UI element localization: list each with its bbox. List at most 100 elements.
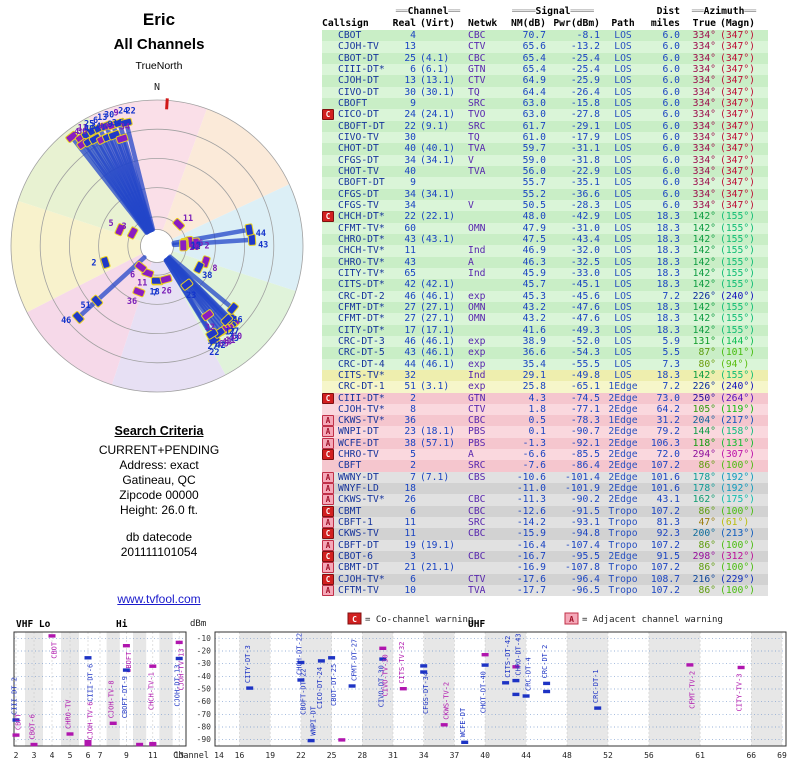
station-callsign: CITY-TV* [338,267,385,279]
network: CBC [468,505,486,517]
col-true: True [692,18,716,29]
station-flag [322,302,334,313]
radar-wedge [26,246,158,385]
dbm-tick: -20 [197,647,212,656]
azimuth-magnetic: (347°) [720,177,755,189]
station-flag [322,143,334,154]
signal-power: -25.4 [570,63,600,75]
distance-miles: 5.5 [662,347,681,359]
station-signal-marker [48,634,56,638]
signal-path: Tropo [608,585,638,597]
station-row: C CHRO-TV 5 A -6.6 -85.5 2Edge 72.0 294° (307°) [322,449,768,461]
network: A [468,256,474,268]
station-row: CIVO-DT 30 (30.1) TQ 64.4 -26.4 LOS 6.0 334° (347… [322,86,768,98]
dbm-tick: -90 [197,735,212,744]
distance-miles: 6.0 [662,165,681,177]
radar-channel-label: 13 [78,123,88,133]
station-flag: A [322,426,334,438]
channel-virtual: (46.1) [420,347,455,359]
channel-real: 8 [410,403,416,415]
station-flag [322,279,334,290]
tvfool-link[interactable]: www.tvfool.com [117,592,201,606]
station-chart-label: WNPI-DT [310,705,318,735]
channel-virtual [420,585,464,596]
signal-power: -90.2 [570,494,600,506]
station-signal-marker [175,640,183,645]
channel-real: 6 [410,63,416,75]
distance-miles: 101.6 [650,483,680,495]
station-row: CHCH-TV* 11 Ind 46.9 -32.0 LOS 18.3 142° (155°) [322,245,768,257]
radar-channel-label: 11 [225,336,235,346]
station-chart-label: CHOT-DT-40 [480,671,488,713]
distance-miles: 6.0 [662,131,681,143]
signal-path: LOS [614,222,632,234]
signal-path: LOS [614,279,632,291]
azimuth-true: 334° [692,63,716,75]
signal-nm: 0.5 [528,415,547,427]
signal-path: LOS [614,63,632,75]
distance-miles: 18.3 [656,301,680,313]
azimuth-magnetic: (100°) [720,505,755,517]
azimuth-magnetic: (347°) [720,75,755,87]
radar-station-marker [201,309,215,322]
station-row: CFGS-DT 34 (34.1) V 59.0 -31.8 LOS 6.0 334° (347°… [322,154,768,166]
azimuth-magnetic: (192°) [720,471,755,483]
station-callsign: CBFT-DT [338,539,379,551]
station-flag [322,98,334,109]
channel-real: 36 [404,415,416,427]
radar-channel-label: 38 [202,271,212,281]
signal-path: 2Edge [608,403,638,415]
network: PBS [468,426,486,438]
station-callsign: CBOT-6 [338,551,373,563]
radar-spoke [167,254,235,311]
network: SRC [468,517,486,529]
station-callsign: CICO-DT [338,109,379,121]
station-chart-label: CJOH-TV-13 [178,648,186,690]
radar-channel-label: 34 [91,122,101,132]
azimuth-magnetic: (347°) [720,143,755,155]
station-row: C CICO-DT 24 (24.1) TVO 63.0 -27.8 LOS 6.0 334° (3… [322,109,768,121]
signal-nm: 41.6 [522,324,546,336]
station-flag [322,234,334,245]
channel-virtual [420,132,464,143]
station-callsign: CRC-DT-2 [338,290,385,302]
criteria-line: Height: 26.0 ft. [119,503,199,517]
distance-miles: 91.5 [656,551,680,563]
radar-channel-label: 10 [189,243,199,253]
channel-tick: 31 [388,751,398,760]
station-callsign: CIVO-TV [338,131,379,143]
channel-real: 9 [410,97,416,109]
station-flag [322,177,334,188]
station-chart-label: CRC-DT-4 [525,657,533,691]
radar-channel-label: 34 [112,119,122,129]
adjacent-channel-warning-badge: A [322,494,334,506]
radar-station-marker [220,313,234,327]
radar-channel-label: 46 [61,316,71,326]
signal-path: LOS [614,199,632,211]
distance-miles: 18.3 [656,369,680,381]
distance-miles: 6.0 [662,199,681,211]
signal-path: LOS [614,154,632,166]
network: CTV [468,403,486,415]
channel-tick: 61 [695,751,705,760]
channel-real: 4 [410,30,416,41]
azimuth-magnetic: (131°) [720,437,755,449]
channel-real: 34 [404,188,416,200]
signal-power: -93.1 [570,517,600,529]
azimuth-magnetic: (101°) [720,347,755,359]
signal-power: -45.1 [570,279,600,291]
adjacent-legend-swatch [564,612,579,625]
station-flag [322,200,334,211]
radar-channel-label: 30 [77,127,87,137]
channel-real: 25 [404,52,416,64]
signal-nm: 64.4 [522,86,546,98]
group-blank [468,6,502,18]
search-criteria-heading: Search Criteria [114,424,204,438]
signal-power: -27.8 [570,109,600,121]
signal-nm: 55.7 [522,177,546,189]
channel-tick: 7 [98,751,103,760]
channel-real: 43 [404,256,416,268]
signal-power: -101.4 [565,471,600,483]
station-flag [322,313,334,324]
network [468,279,502,290]
